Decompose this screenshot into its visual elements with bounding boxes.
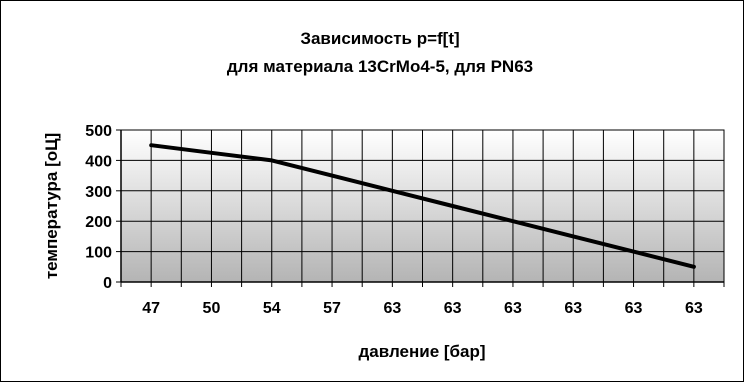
chart-subtitle: для материала 13CrMo4-5, для PN63	[227, 57, 533, 76]
y-tick-label: 200	[85, 214, 112, 231]
x-tick-label: 57	[323, 300, 341, 317]
chart-title: Зависимость p=f[t]	[300, 29, 459, 48]
x-tick-label: 63	[444, 300, 462, 317]
y-tick-label: 500	[85, 123, 112, 140]
x-tick-label: 63	[625, 300, 643, 317]
y-tick-label: 400	[85, 153, 112, 170]
x-axis-label: давление [бар]	[358, 342, 485, 361]
x-tick-label: 47	[142, 300, 160, 317]
y-axis-label: температура [оЦ]	[42, 133, 61, 279]
x-tick-label: 63	[685, 300, 703, 317]
y-tick-label: 0	[103, 275, 112, 292]
y-tick-label: 300	[85, 184, 112, 201]
x-tick-label: 63	[564, 300, 582, 317]
x-tick-label: 50	[203, 300, 221, 317]
y-tick-label: 100	[85, 245, 112, 262]
x-tick-label: 63	[383, 300, 401, 317]
x-tick-label: 63	[504, 300, 522, 317]
x-tick-label: 54	[263, 300, 281, 317]
